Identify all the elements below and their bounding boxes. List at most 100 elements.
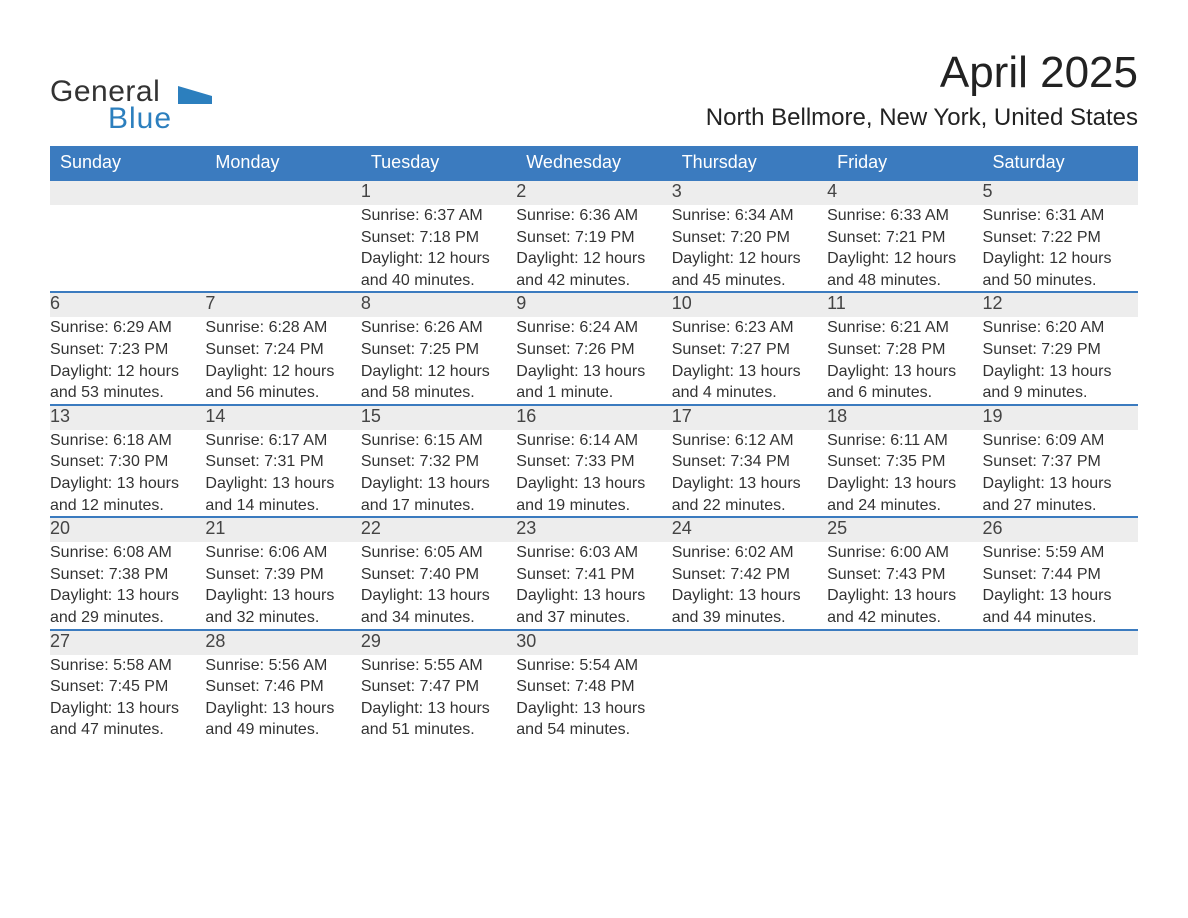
- calendar-table: Sunday Monday Tuesday Wednesday Thursday…: [50, 146, 1138, 741]
- daylight-line: Daylight: 13 hours and 34 minutes.: [361, 585, 516, 628]
- day-data-cell: Sunrise: 6:06 AMSunset: 7:39 PMDaylight:…: [205, 542, 360, 629]
- day-number-cell: 12: [983, 292, 1138, 317]
- week-data-row: Sunrise: 6:37 AMSunset: 7:18 PM Daylight:…: [50, 205, 1138, 292]
- day-data-cell: Sunrise: 6:12 AMSunset: 7:34 PMDaylight:…: [672, 430, 827, 517]
- daylight-line: Daylight: 12 hours and 56 minutes.: [205, 361, 360, 404]
- sunrise-line: Sunrise: 6:31 AM: [983, 205, 1138, 227]
- daylight-line: Daylight: 13 hours and 14 minutes.: [205, 473, 360, 516]
- day-data-cell: Sunrise: 6:29 AMSunset: 7:23 PMDaylight:…: [50, 317, 205, 404]
- day-data-cell: Sunrise: 6:17 AMSunset: 7:31 PMDaylight:…: [205, 430, 360, 517]
- weekday-header: Wednesday: [516, 146, 671, 180]
- day-data-cell: Sunrise: 6:20 AMSunset: 7:29 PMDaylight:…: [983, 317, 1138, 404]
- sunset-line: Sunset: 7:30 PM: [50, 451, 205, 473]
- day-number-cell: [983, 630, 1138, 655]
- day-number-cell: [205, 180, 360, 205]
- week-data-row: Sunrise: 6:18 AMSunset: 7:30 PMDaylight:…: [50, 430, 1138, 517]
- day-data-cell: [50, 205, 205, 292]
- day-number-cell: 26: [983, 517, 1138, 542]
- day-number-cell: 14: [205, 405, 360, 430]
- day-data-cell: Sunrise: 6:14 AMSunset: 7:33 PMDaylight:…: [516, 430, 671, 517]
- sunrise-line: Sunrise: 6:21 AM: [827, 317, 982, 339]
- day-data-cell: Sunrise: 6:37 AMSunset: 7:18 PMDaylight:…: [361, 205, 516, 292]
- daylight-line: Daylight: 13 hours and 17 minutes.: [361, 473, 516, 516]
- sunrise-line: Sunrise: 5:55 AM: [361, 655, 516, 677]
- daylight-line: Daylight: 12 hours and 50 minutes.: [983, 248, 1138, 291]
- day-data-cell: Sunrise: 6:03 AMSunset: 7:41 PMDaylight:…: [516, 542, 671, 629]
- day-data-cell: Sunrise: 6:28 AMSunset: 7:24 PMDaylight:…: [205, 317, 360, 404]
- weekday-header: Friday: [827, 146, 982, 180]
- day-data-cell: Sunrise: 6:00 AMSunset: 7:43 PMDaylight:…: [827, 542, 982, 629]
- day-data-cell: Sunrise: 5:59 AMSunset: 7:44 PMDaylight:…: [983, 542, 1138, 629]
- sunset-line: Sunset: 7:38 PM: [50, 564, 205, 586]
- day-data-cell: Sunrise: 6:31 AMSunset: 7:22 PMDaylight:…: [983, 205, 1138, 292]
- sunset-line: Sunset: 7:41 PM: [516, 564, 671, 586]
- week-data-row: Sunrise: 5:58 AMSunset: 7:45 PMDaylight:…: [50, 655, 1138, 741]
- sunset-line: Sunset: 7:29 PM: [983, 339, 1138, 361]
- sunset-line: Sunset: 7:18 PM: [361, 227, 516, 249]
- day-number-cell: 7: [205, 292, 360, 317]
- daylight-line: Daylight: 13 hours and 54 minutes.: [516, 698, 671, 741]
- sunset-line: Sunset: 7:34 PM: [672, 451, 827, 473]
- day-number-cell: 11: [827, 292, 982, 317]
- day-number-cell: 17: [672, 405, 827, 430]
- sunset-line: Sunset: 7:33 PM: [516, 451, 671, 473]
- day-number-cell: 21: [205, 517, 360, 542]
- logo-text-general: General: [50, 78, 172, 105]
- sunset-line: Sunset: 7:19 PM: [516, 227, 671, 249]
- sunrise-line: Sunrise: 6:37 AM: [361, 205, 516, 227]
- daylight-line: Daylight: 12 hours and 58 minutes.: [361, 361, 516, 404]
- sunrise-line: Sunrise: 6:33 AM: [827, 205, 982, 227]
- sunset-line: Sunset: 7:20 PM: [672, 227, 827, 249]
- sunset-line: Sunset: 7:25 PM: [361, 339, 516, 361]
- day-number-cell: 28: [205, 630, 360, 655]
- header-bar: General Blue April 2025 North Bellmore, …: [50, 48, 1138, 132]
- day-number-cell: 23: [516, 517, 671, 542]
- week-daynum-row: 20212223242526: [50, 517, 1138, 542]
- weekday-header: Tuesday: [361, 146, 516, 180]
- daylight-line: Daylight: 13 hours and 39 minutes.: [672, 585, 827, 628]
- sunrise-line: Sunrise: 5:54 AM: [516, 655, 671, 677]
- day-number-cell: 24: [672, 517, 827, 542]
- daylight-line: Daylight: 13 hours and 27 minutes.: [983, 473, 1138, 516]
- day-number-cell: [827, 630, 982, 655]
- sunset-line: Sunset: 7:39 PM: [205, 564, 360, 586]
- week-daynum-row: 12345: [50, 180, 1138, 205]
- daylight-line: Daylight: 13 hours and 51 minutes.: [361, 698, 516, 741]
- sunrise-line: Sunrise: 6:28 AM: [205, 317, 360, 339]
- day-number-cell: 25: [827, 517, 982, 542]
- day-number-cell: [50, 180, 205, 205]
- sunset-line: Sunset: 7:27 PM: [672, 339, 827, 361]
- weekday-header: Monday: [205, 146, 360, 180]
- sunrise-line: Sunrise: 6:12 AM: [672, 430, 827, 452]
- day-number-cell: 5: [983, 180, 1138, 205]
- sunrise-line: Sunrise: 6:26 AM: [361, 317, 516, 339]
- sunrise-line: Sunrise: 6:34 AM: [672, 205, 827, 227]
- weekday-header-row: Sunday Monday Tuesday Wednesday Thursday…: [50, 146, 1138, 180]
- sunset-line: Sunset: 7:47 PM: [361, 676, 516, 698]
- weekday-header: Sunday: [50, 146, 205, 180]
- daylight-line: Daylight: 12 hours and 45 minutes.: [672, 248, 827, 291]
- day-number-cell: 1: [361, 180, 516, 205]
- day-number-cell: 6: [50, 292, 205, 317]
- day-data-cell: Sunrise: 6:21 AMSunset: 7:28 PMDaylight:…: [827, 317, 982, 404]
- location-subtitle: North Bellmore, New York, United States: [706, 104, 1138, 132]
- sunset-line: Sunset: 7:45 PM: [50, 676, 205, 698]
- daylight-line: Daylight: 13 hours and 22 minutes.: [672, 473, 827, 516]
- day-data-cell: Sunrise: 6:08 AMSunset: 7:38 PMDaylight:…: [50, 542, 205, 629]
- sunset-line: Sunset: 7:46 PM: [205, 676, 360, 698]
- sunset-line: Sunset: 7:48 PM: [516, 676, 671, 698]
- week-daynum-row: 13141516171819: [50, 405, 1138, 430]
- day-data-cell: Sunrise: 5:58 AMSunset: 7:45 PMDaylight:…: [50, 655, 205, 741]
- day-number-cell: 8: [361, 292, 516, 317]
- day-number-cell: 2: [516, 180, 671, 205]
- week-data-row: Sunrise: 6:08 AMSunset: 7:38 PMDaylight:…: [50, 542, 1138, 629]
- day-data-cell: Sunrise: 6:02 AMSunset: 7:42 PMDaylight:…: [672, 542, 827, 629]
- week-data-row: Sunrise: 6:29 AMSunset: 7:23 PMDaylight:…: [50, 317, 1138, 404]
- day-data-cell: Sunrise: 6:15 AMSunset: 7:32 PMDaylight:…: [361, 430, 516, 517]
- sunset-line: Sunset: 7:31 PM: [205, 451, 360, 473]
- sunrise-line: Sunrise: 6:20 AM: [983, 317, 1138, 339]
- day-number-cell: 29: [361, 630, 516, 655]
- day-data-cell: Sunrise: 6:36 AMSunset: 7:19 PMDaylight:…: [516, 205, 671, 292]
- daylight-line: Daylight: 12 hours and 48 minutes.: [827, 248, 982, 291]
- day-data-cell: [672, 655, 827, 741]
